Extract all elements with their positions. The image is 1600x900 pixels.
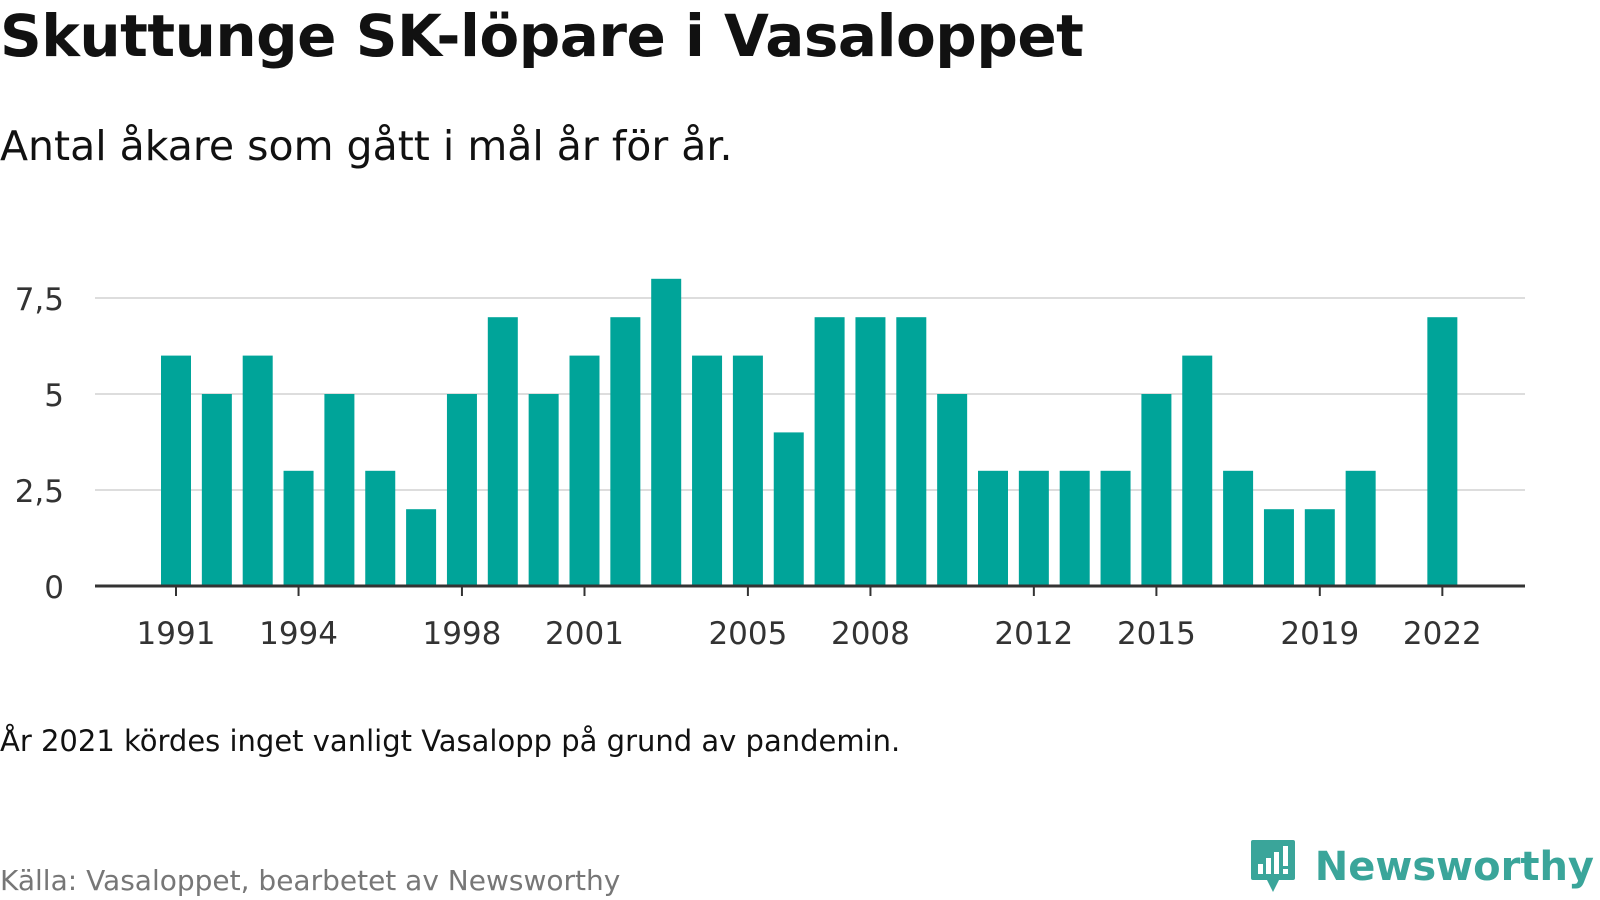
- x-tick-label: 1994: [259, 616, 338, 652]
- axes: [95, 584, 1525, 596]
- x-tick-label: 2005: [708, 616, 787, 652]
- bar-2001: [569, 355, 600, 586]
- source-credit: Källa: Vasaloppet, bearbetet av Newswort…: [0, 864, 621, 897]
- bar-2014: [1100, 470, 1131, 586]
- bar-2007: [814, 317, 845, 586]
- bar-2015: [1141, 394, 1172, 586]
- y-tick-label: 0: [44, 570, 64, 606]
- chart-title: Skuttunge SK-löpare i Vasaloppet: [0, 2, 1084, 70]
- bar-2003: [651, 278, 682, 586]
- bar-2012: [1018, 470, 1049, 586]
- x-tick-label: 2022: [1403, 616, 1482, 652]
- chart-note: År 2021 kördes inget vanligt Vasalopp på…: [0, 724, 901, 758]
- bar-1991: [161, 355, 191, 586]
- x-tick-label: 2019: [1280, 616, 1359, 652]
- y-tick-label: 5: [44, 378, 64, 414]
- bar-1997: [406, 509, 437, 586]
- tick-labels: 0 2,5 5 7,5 1991 1994 1998 2001 2005 2008 2012 2015…: [15, 282, 1482, 652]
- bar-2016: [1182, 355, 1213, 586]
- gridlines: [95, 297, 1525, 491]
- bar-2005: [732, 355, 763, 586]
- bar-2002: [610, 317, 641, 586]
- x-tick-label: 1998: [422, 616, 501, 652]
- bar-2013: [1059, 470, 1090, 586]
- bar-chart: 0 2,5 5 7,5 1991 1994 1998 2001 2005 2008 2012 2015…: [15, 278, 1525, 652]
- bar-2018: [1263, 509, 1294, 586]
- bar-1995: [324, 394, 355, 586]
- bar-2020: [1345, 470, 1376, 586]
- bar-2022: [1427, 317, 1458, 586]
- bar-2006: [773, 432, 804, 586]
- bar-2019: [1304, 509, 1335, 586]
- bar-2000: [528, 394, 559, 586]
- x-tick-label: 2012: [994, 616, 1073, 652]
- chart-subtitle: Antal åkare som gått i mål år för år.: [0, 122, 733, 170]
- bar-2017: [1223, 470, 1254, 586]
- y-tick-label: 2,5: [15, 474, 64, 510]
- x-tick-label: 1991: [137, 616, 216, 652]
- y-tick-label: 7,5: [15, 282, 64, 318]
- bar-1999: [487, 317, 518, 586]
- bar-1993: [242, 355, 273, 586]
- bar-2010: [937, 394, 968, 586]
- bar-1998: [446, 394, 477, 586]
- bar-1996: [365, 470, 396, 586]
- bar-2009: [896, 317, 927, 586]
- bar-1992: [201, 394, 232, 586]
- bar-2008: [855, 317, 886, 586]
- x-tick-label: 2008: [831, 616, 910, 652]
- x-tick-label: 2001: [545, 616, 624, 652]
- brand-name: Newsworthy: [1314, 844, 1594, 890]
- bars: [161, 278, 1458, 586]
- x-tick-label: 2015: [1117, 616, 1196, 652]
- bar-2011: [978, 470, 1008, 586]
- bar-1994: [283, 470, 314, 586]
- brand-logo: Newsworthy: [1249, 838, 1594, 896]
- bar-2004: [692, 355, 723, 586]
- newsworthy-logo-icon: [1250, 840, 1295, 892]
